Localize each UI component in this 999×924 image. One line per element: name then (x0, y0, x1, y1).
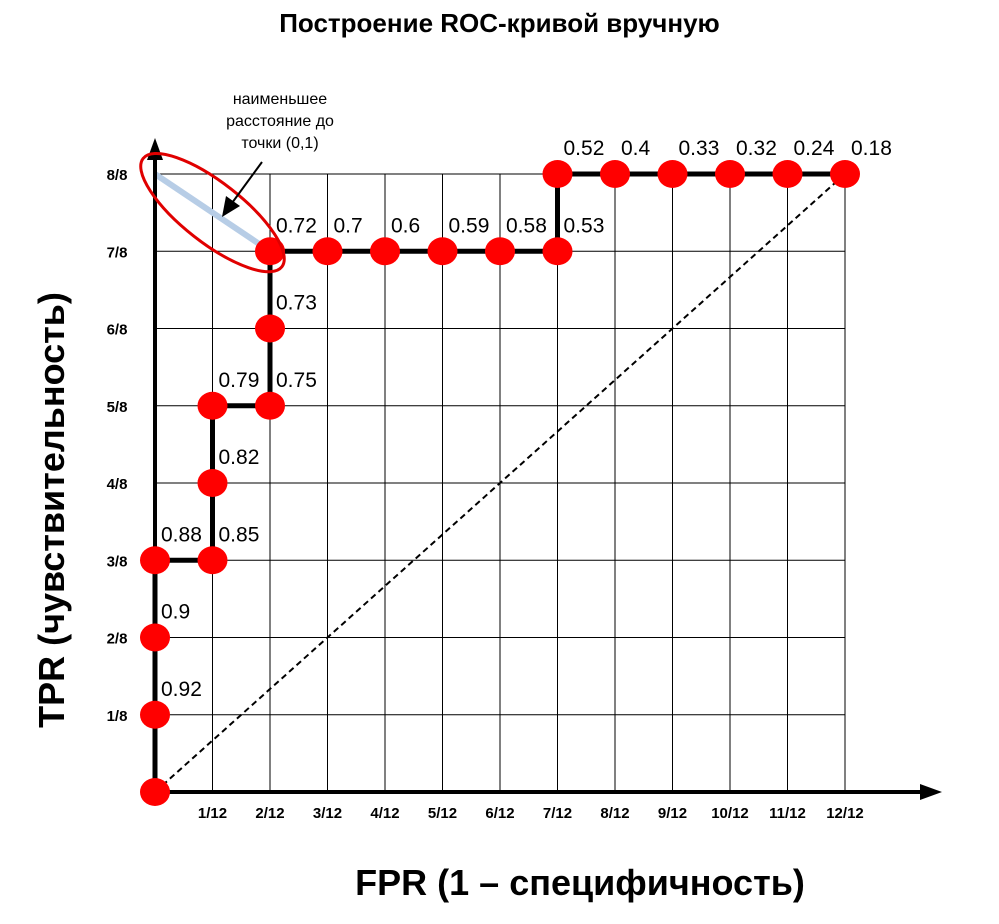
point-label: 0.52 (564, 137, 605, 160)
x-tick-label: 4/12 (370, 805, 399, 822)
annotation-text-line: наименьшее (233, 91, 327, 108)
annotation: наименьшее расстояние до точки (0,1) (139, 91, 334, 274)
y-axis-title: TPR (чувствительность) (31, 292, 72, 728)
roc-point (197, 469, 228, 497)
point-label: 0.72 (276, 214, 317, 237)
x-tick-label: 2/12 (255, 805, 284, 822)
x-tick-label: 6/12 (485, 805, 514, 822)
y-tick-label: 7/8 (107, 244, 128, 261)
x-tick-label: 7/12 (543, 805, 572, 822)
point-label: 0.59 (449, 214, 490, 237)
axes (147, 138, 942, 800)
point-label: 0.18 (851, 137, 892, 160)
points-layer (140, 160, 860, 806)
roc-point (657, 160, 688, 188)
point-label: 0.85 (219, 523, 260, 546)
annotation-text-line: расстояние до (226, 113, 334, 130)
point-label: 0.33 (679, 137, 720, 160)
point-label: 0.53 (564, 214, 605, 237)
roc-point (830, 160, 860, 188)
chart-title: Построение ROC-кривой вручную (279, 8, 720, 38)
roc-point (772, 160, 803, 188)
point-label: 0.6 (391, 214, 420, 237)
x-tick-label: 1/12 (198, 805, 227, 822)
point-label: 0.75 (276, 369, 317, 392)
point-label: 0.24 (794, 137, 835, 160)
roc-point (197, 391, 228, 420)
x-tick-labels: 1/12 2/12 3/12 4/12 5/12 6/12 7/12 8/12 9/12 10/1… (198, 805, 864, 822)
x-axis-title: FPR (1 – специфичность) (355, 862, 805, 903)
roc-point (600, 160, 630, 188)
point-label: 0.79 (219, 369, 260, 392)
y-tick-label: 1/8 (107, 708, 128, 725)
y-tick-label: 6/8 (107, 322, 128, 339)
x-tick-label: 8/12 (600, 805, 629, 822)
point-label: 0.58 (506, 214, 547, 237)
x-tick-label: 10/12 (711, 805, 749, 822)
data-labels-layer: 0.92 0.9 0.88 0.85 0.82 0.79 0.75 0.73 0.72 0.7 0.… (161, 137, 892, 701)
point-label: 0.88 (161, 523, 202, 546)
point-label: 0.73 (276, 292, 317, 315)
point-label: 0.9 (161, 601, 190, 624)
point-label: 0.82 (219, 446, 260, 469)
point-label: 0.32 (736, 137, 777, 160)
y-tick-label: 8/8 (107, 167, 128, 184)
y-tick-label: 4/8 (107, 476, 128, 493)
x-axis-arrow (920, 784, 942, 800)
x-tick-label: 11/12 (769, 805, 806, 822)
annotation-arrow-line (231, 161, 263, 204)
roc-point (542, 237, 573, 266)
roc-point (140, 700, 170, 729)
roc-point (140, 623, 170, 652)
annotation-text-line: точки (0,1) (241, 135, 318, 152)
roc-point (140, 546, 170, 575)
annotation-ellipse (139, 152, 286, 274)
annotation-arrow-head (222, 196, 240, 217)
roc-point (255, 237, 285, 266)
roc-point (312, 237, 343, 266)
diagonal-line (154, 173, 846, 793)
x-tick-label: 12/12 (826, 805, 864, 822)
x-tick-label: 9/12 (658, 805, 687, 822)
point-label: 0.4 (621, 137, 651, 160)
y-tick-label: 2/8 (107, 631, 128, 648)
x-tick-label: 5/12 (428, 805, 457, 822)
shortest-distance-line (153, 171, 272, 254)
diagonal-layer (154, 173, 846, 793)
roc-point (715, 160, 745, 188)
roc-point (542, 160, 573, 188)
roc-point (140, 778, 170, 806)
roc-point (255, 314, 285, 343)
y-axis-arrow (147, 138, 163, 160)
roc-point (427, 237, 458, 266)
x-tick-label: 3/12 (313, 805, 342, 822)
roc-point (197, 546, 228, 575)
y-tick-label: 5/8 (107, 399, 128, 416)
y-tick-labels: 1/8 2/8 3/8 4/8 5/8 6/8 7/8 8/8 (107, 167, 128, 725)
roc-point (255, 391, 285, 420)
highlight-layer (153, 171, 272, 254)
y-tick-label: 3/8 (107, 553, 128, 570)
roc-point (485, 237, 515, 266)
point-label: 0.7 (334, 214, 363, 237)
point-label: 0.92 (161, 678, 202, 701)
roc-point (370, 237, 400, 266)
